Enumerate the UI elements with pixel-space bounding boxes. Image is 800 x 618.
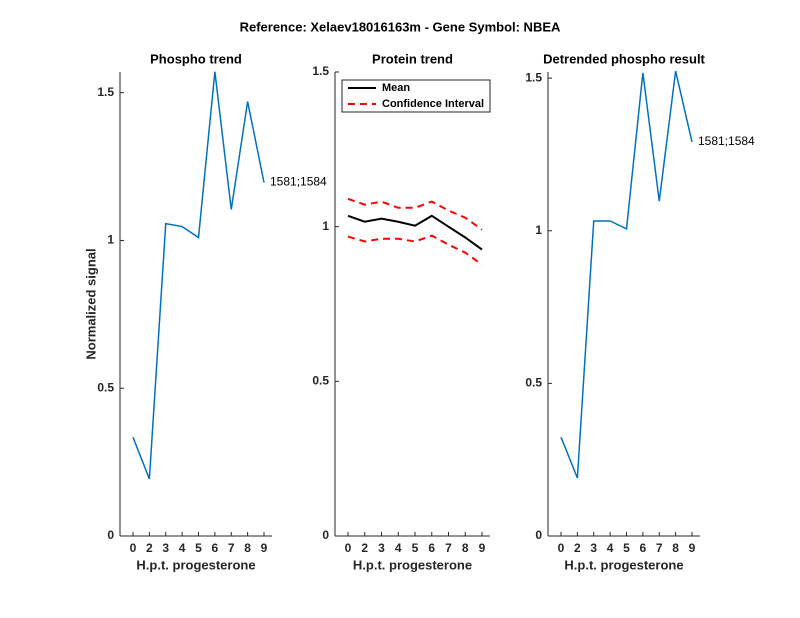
y-tick-label: 1	[107, 233, 114, 247]
x-axis-label: H.p.t. progesterone	[353, 557, 472, 572]
annotation: 1581;1584	[698, 134, 755, 148]
x-tick-label: 7	[656, 541, 663, 555]
x-tick-label: 5	[195, 541, 202, 555]
line	[132, 71, 265, 480]
legend-label: Confidence Interval	[382, 98, 484, 110]
x-tick-label: 4	[607, 541, 614, 555]
y-tick-label: 0.5	[97, 380, 114, 394]
x-tick-label: 5	[412, 541, 419, 555]
x-tick-label: 2	[361, 541, 368, 555]
x-tick-label: 3	[162, 541, 169, 555]
x-tick-label: 4	[179, 541, 186, 555]
mean-line	[347, 214, 483, 251]
y-tick-label: 0.5	[525, 376, 542, 390]
x-tick-label: 7	[228, 541, 235, 555]
axes-title: Phospho trend	[150, 51, 242, 66]
x-tick-label: 9	[261, 541, 268, 555]
x-tick-label: 3	[590, 541, 597, 555]
x-tick-label: 6	[640, 541, 647, 555]
legend-box	[341, 79, 491, 113]
x-tick-label: 8	[672, 541, 679, 555]
x-tick-label: 8	[244, 541, 251, 555]
axes-title: Protein trend	[372, 51, 453, 66]
y-tick-label: 1.5	[97, 85, 114, 99]
legend-label: Mean	[382, 82, 410, 94]
x-tick-label: 3	[378, 541, 385, 555]
x-tick-label: 6	[428, 541, 435, 555]
x-axis-label: H.p.t. progesterone	[136, 557, 255, 572]
y-tick-label: 0	[535, 528, 542, 542]
y-tick-label: 1	[535, 223, 542, 237]
x-tick-label: 0	[345, 541, 352, 555]
x-axis-label: H.p.t. progesterone	[564, 557, 683, 572]
y-axis-label: Normalized signal	[83, 248, 98, 359]
x-tick-label: 0	[558, 541, 565, 555]
x-tick-label: 9	[479, 541, 486, 555]
x-tick-label: 4	[395, 541, 402, 555]
y-tick-label: 1.5	[525, 70, 542, 84]
annotation: 1581;1584	[270, 175, 327, 189]
y-tick-label: 0	[107, 528, 114, 542]
x-tick-label: 5	[623, 541, 630, 555]
line	[560, 70, 693, 479]
x-tick-label: 0	[130, 541, 137, 555]
y-tick-label: 1.5	[312, 64, 329, 78]
x-tick-label: 7	[445, 541, 452, 555]
y-tick-label: 0.5	[312, 374, 329, 388]
axes-title: Detrended phospho result	[543, 51, 705, 66]
y-tick-label: 1	[322, 219, 329, 233]
x-tick-label: 2	[574, 541, 581, 555]
x-tick-label: 6	[212, 541, 219, 555]
x-tick-label: 2	[146, 541, 153, 555]
x-tick-label: 9	[689, 541, 696, 555]
figure-title: Reference: Xelaev18016163m - Gene Symbol…	[240, 19, 561, 34]
y-tick-label: 0	[322, 528, 329, 542]
x-tick-label: 8	[462, 541, 469, 555]
